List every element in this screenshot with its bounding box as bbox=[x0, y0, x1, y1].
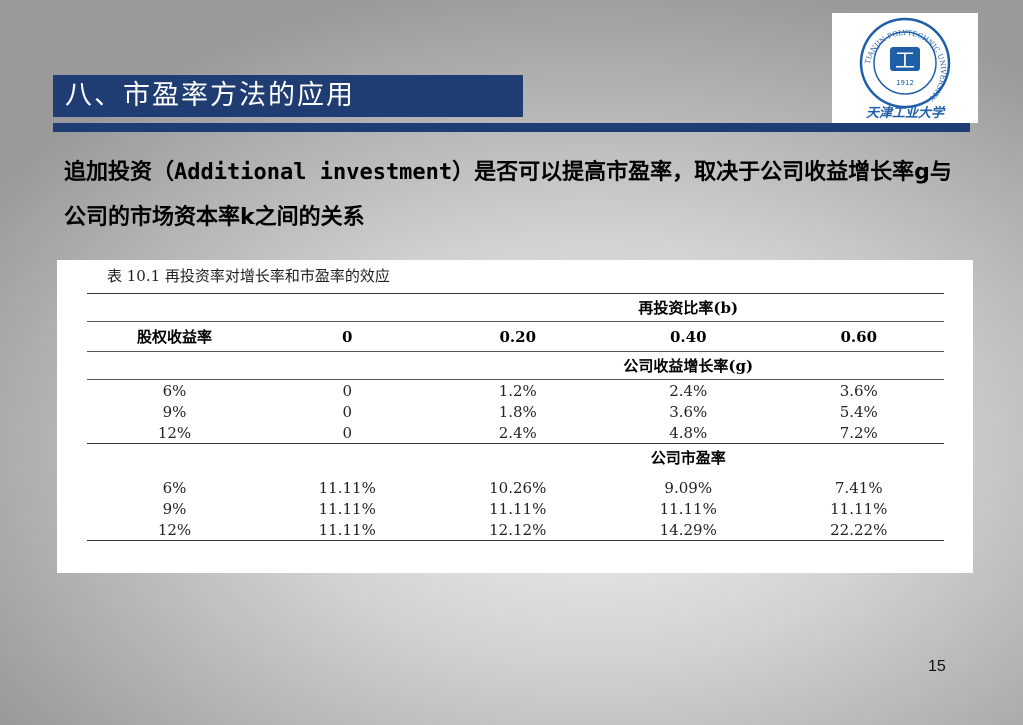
table-cell: 1.2% bbox=[432, 379, 603, 401]
growth-rate-header: 公司收益增长率(g) bbox=[432, 351, 944, 380]
column-header: 0 bbox=[262, 321, 433, 352]
table-cell: 22.22% bbox=[773, 519, 944, 541]
logo-script-text: 天津工业大学 bbox=[866, 105, 946, 121]
table-cell: 6% bbox=[162, 478, 187, 497]
reinvestment-table: 再投资比率(b) 股权收益率 0 0.20 0.40 0.60 公司收益增长率(… bbox=[87, 293, 944, 541]
table-cell: 1.8% bbox=[498, 402, 537, 421]
table-cell: 2.4% bbox=[603, 379, 774, 401]
table-cell: 11.11% bbox=[489, 499, 547, 518]
table-column-header-row: 股权收益率 0 0.20 0.40 0.60 bbox=[87, 321, 944, 352]
table-cell: 9% bbox=[162, 499, 187, 518]
table-cell: 9.09% bbox=[664, 478, 713, 497]
table-row: 6% 11.11% 10.26% 9.09% 7.41% bbox=[87, 471, 944, 498]
intro-text-1: 追加投资（ bbox=[64, 160, 175, 185]
table-figure: 表 10.1 再投资率对增长率和市盈率的效应 再投资比率(b) 股权收益率 0 … bbox=[57, 260, 973, 573]
table-cell: 0 bbox=[262, 379, 433, 401]
table-row: 9% 11.11% 11.11% 11.11% 11.11% bbox=[87, 498, 944, 519]
intro-text-2: ）是否可以提高市盈率，取决于公司收益增长率g与公司的市场资本率k之间的关系 bbox=[64, 160, 952, 230]
table-cell: 6% bbox=[87, 379, 262, 401]
pe-ratio-header: 公司市盈率 bbox=[432, 443, 944, 471]
table-cell: 4.8% bbox=[669, 423, 708, 442]
logo-center-glyph: 工 bbox=[895, 48, 915, 72]
table-cell: 3.6% bbox=[669, 402, 708, 421]
page-number: 15 bbox=[928, 658, 946, 675]
column-header: 0.60 bbox=[773, 321, 944, 352]
table-row: 6% 0 1.2% 2.4% 3.6% bbox=[87, 379, 944, 401]
table-cell: 3.6% bbox=[773, 379, 944, 401]
table-caption: 表 10.1 再投资率对增长率和市盈率的效应 bbox=[107, 267, 390, 285]
table-cell: 10.26% bbox=[489, 478, 547, 497]
slide-title: 八、市盈率方法的应用 bbox=[53, 75, 523, 117]
table-cell: 0 bbox=[342, 423, 353, 442]
intro-text-english: Additional investment bbox=[174, 160, 453, 185]
table-cell: 2.4% bbox=[498, 423, 537, 442]
table-group-header-row: 再投资比率(b) bbox=[87, 293, 944, 322]
university-logo: TIANJIN POLYTECHNIC UNIVERSITY 工 1912 天津… bbox=[832, 13, 978, 123]
table-row: 12% 0 2.4% 4.8% 7.2% bbox=[87, 422, 944, 444]
table-cell: 7.41% bbox=[834, 478, 883, 497]
table-cell: 0 bbox=[342, 402, 353, 421]
intro-paragraph: 追加投资（Additional investment）是否可以提高市盈率，取决于… bbox=[64, 150, 964, 240]
table-cell: 11.11% bbox=[830, 499, 888, 518]
table-cell: 5.4% bbox=[839, 402, 878, 421]
reinvest-ratio-header: 再投资比率(b) bbox=[432, 293, 944, 322]
growth-group-header-row: 公司收益增长率(g) bbox=[87, 351, 944, 380]
column-header: 0.40 bbox=[603, 321, 774, 352]
table-cell: 12% bbox=[157, 423, 192, 442]
table-cell: 14.29% bbox=[603, 519, 774, 541]
table-cell: 11.11% bbox=[659, 499, 717, 518]
column-header: 0.20 bbox=[432, 321, 603, 352]
table-cell: 7.2% bbox=[839, 423, 878, 442]
logo-year: 1912 bbox=[896, 79, 914, 87]
table-cell: 9% bbox=[162, 402, 187, 421]
title-underline-bar bbox=[53, 123, 970, 132]
table-cell: 11.11% bbox=[262, 519, 433, 541]
roe-header: 股权收益率 bbox=[87, 321, 262, 352]
table-cell: 12.12% bbox=[432, 519, 603, 541]
table-row: 9% 0 1.8% 3.6% 5.4% bbox=[87, 401, 944, 422]
table-cell: 12% bbox=[87, 519, 262, 541]
table-cell: 11.11% bbox=[318, 478, 376, 497]
table-cell: 11.11% bbox=[318, 499, 376, 518]
table-row: 12% 11.11% 12.12% 14.29% 22.22% bbox=[87, 519, 944, 541]
pe-group-header-row: 公司市盈率 bbox=[87, 443, 944, 471]
